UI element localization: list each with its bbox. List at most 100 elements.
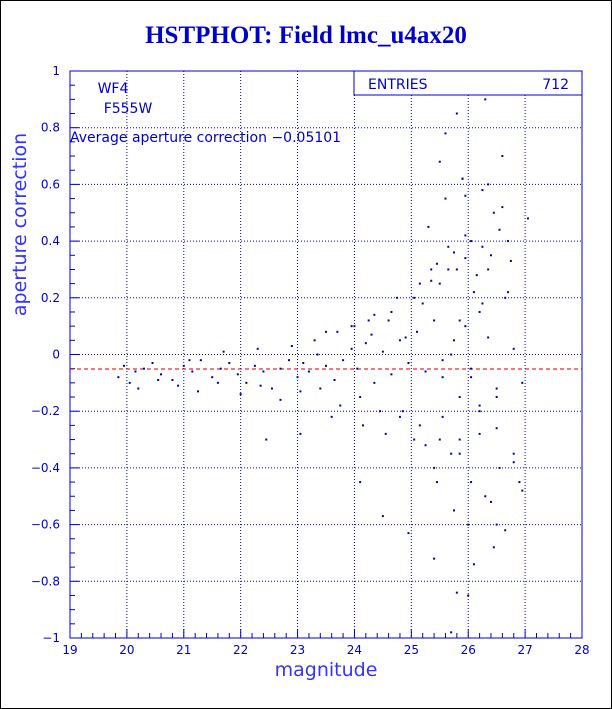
data-point bbox=[430, 268, 433, 271]
y-tick-label: 0.6 bbox=[41, 177, 60, 191]
data-point bbox=[373, 313, 376, 316]
y-tick-label: 0.8 bbox=[41, 121, 60, 135]
data-point bbox=[413, 438, 416, 441]
data-point bbox=[484, 495, 487, 498]
data-point bbox=[453, 251, 455, 254]
data-point bbox=[470, 481, 473, 484]
data-point bbox=[413, 296, 416, 299]
data-point bbox=[495, 387, 498, 390]
data-point bbox=[507, 291, 510, 294]
data-point bbox=[421, 302, 424, 305]
data-point bbox=[197, 390, 199, 393]
data-point bbox=[398, 415, 401, 418]
data-points bbox=[117, 84, 529, 634]
x-tick-label: 21 bbox=[176, 643, 191, 657]
data-point bbox=[509, 259, 512, 262]
data-point bbox=[390, 373, 393, 376]
data-point bbox=[151, 362, 154, 365]
data-point bbox=[381, 350, 384, 353]
data-point bbox=[450, 631, 453, 634]
data-point bbox=[219, 367, 222, 370]
chip-label: WF4 bbox=[98, 81, 129, 97]
data-point bbox=[433, 319, 436, 322]
data-point bbox=[359, 481, 362, 484]
data-point bbox=[373, 381, 376, 384]
data-point bbox=[438, 438, 441, 441]
data-point bbox=[495, 396, 498, 399]
data-point bbox=[171, 379, 174, 382]
data-point bbox=[313, 339, 316, 342]
data-point bbox=[356, 367, 359, 370]
y-axis-title: aperture correction bbox=[9, 133, 31, 316]
data-point bbox=[447, 268, 450, 271]
data-point bbox=[418, 424, 421, 427]
data-point bbox=[489, 500, 492, 503]
data-point bbox=[512, 347, 515, 350]
data-point bbox=[199, 359, 202, 362]
data-point bbox=[316, 353, 319, 356]
data-point bbox=[512, 461, 515, 464]
data-point bbox=[481, 189, 484, 192]
data-point bbox=[262, 370, 265, 373]
x-tick-label: 28 bbox=[574, 643, 589, 657]
data-point bbox=[319, 387, 322, 390]
data-point bbox=[433, 557, 436, 560]
data-point bbox=[361, 424, 364, 427]
data-point bbox=[455, 112, 458, 115]
data-point bbox=[504, 529, 507, 532]
data-point bbox=[501, 155, 504, 158]
data-point bbox=[518, 481, 521, 484]
data-point bbox=[342, 359, 345, 362]
x-tick-label: 22 bbox=[233, 643, 248, 657]
data-point bbox=[495, 523, 498, 526]
data-point bbox=[407, 532, 410, 535]
data-point bbox=[489, 254, 492, 257]
data-point bbox=[470, 376, 473, 379]
data-point bbox=[504, 296, 507, 299]
x-tick-label: 25 bbox=[404, 643, 419, 657]
data-point bbox=[472, 563, 475, 566]
x-tick-label: 26 bbox=[461, 643, 476, 657]
data-point bbox=[430, 279, 433, 282]
data-point bbox=[512, 452, 515, 455]
grid-lines bbox=[70, 71, 582, 638]
data-point bbox=[191, 370, 194, 373]
x-tick-label: 24 bbox=[347, 643, 362, 657]
x-tick-label: 23 bbox=[290, 643, 305, 657]
data-point bbox=[325, 330, 327, 333]
data-point bbox=[464, 325, 467, 328]
data-point bbox=[279, 398, 282, 401]
data-point bbox=[236, 373, 239, 376]
y-tick-label: 0.2 bbox=[41, 291, 60, 305]
data-point bbox=[464, 257, 467, 260]
data-point bbox=[117, 376, 120, 379]
y-tick-label: −0.4 bbox=[31, 461, 60, 475]
data-point bbox=[453, 509, 455, 512]
data-point bbox=[458, 396, 461, 399]
data-point bbox=[401, 410, 404, 413]
x-tick-label: 19 bbox=[62, 643, 77, 657]
data-point bbox=[270, 387, 273, 390]
data-point bbox=[526, 217, 529, 220]
data-point bbox=[484, 98, 487, 101]
data-point bbox=[228, 362, 231, 365]
data-point bbox=[464, 234, 467, 237]
data-point bbox=[441, 359, 444, 362]
data-point bbox=[222, 350, 225, 353]
x-tick-label: 27 bbox=[517, 643, 532, 657]
data-point bbox=[478, 404, 481, 407]
data-point bbox=[478, 432, 481, 435]
data-point bbox=[450, 452, 453, 455]
data-point bbox=[367, 319, 370, 322]
data-point bbox=[177, 384, 180, 387]
tick-labels: 19 20 21 22 23 24 25 26 27 28 −1 −0.8 −0.6 −0.4 −0.2 0 0… bbox=[31, 64, 590, 657]
x-axis-title: magnitude bbox=[275, 659, 378, 681]
data-point bbox=[157, 379, 160, 382]
data-point bbox=[492, 211, 495, 214]
data-point bbox=[521, 489, 524, 492]
data-point bbox=[333, 379, 336, 382]
data-point bbox=[370, 333, 373, 336]
data-point bbox=[507, 240, 510, 243]
data-point bbox=[441, 415, 444, 418]
